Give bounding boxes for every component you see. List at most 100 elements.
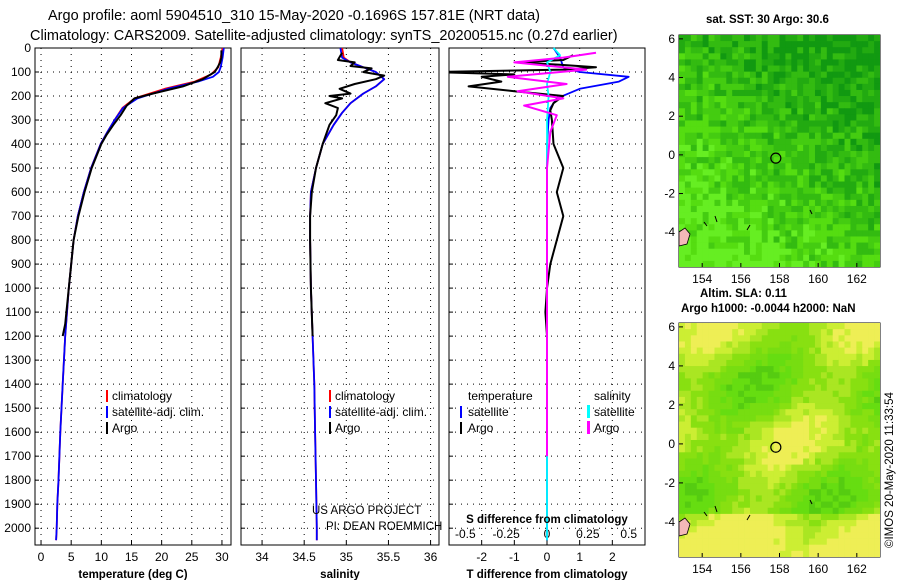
map-cell bbox=[738, 452, 745, 459]
map-cell bbox=[679, 96, 686, 103]
temperature-legend: climatology satellite-adj. clim. Argo bbox=[106, 389, 204, 435]
map-cell bbox=[820, 120, 828, 127]
map-cell bbox=[874, 218, 880, 225]
map-cell bbox=[803, 89, 810, 97]
map-cell bbox=[791, 212, 798, 219]
map-cell bbox=[868, 199, 875, 207]
map-cell bbox=[779, 550, 786, 557]
map-cell bbox=[803, 120, 810, 127]
map-cell bbox=[732, 187, 739, 195]
map-cell bbox=[809, 59, 816, 66]
map-cell bbox=[809, 77, 816, 85]
map-cell bbox=[844, 335, 851, 342]
map-cell bbox=[844, 347, 851, 355]
map-cell bbox=[791, 446, 798, 453]
map-cell bbox=[767, 544, 774, 552]
map-x-tick-label: 158 bbox=[769, 562, 789, 576]
map-cell bbox=[732, 205, 739, 213]
legend-temperature-heading: temperature bbox=[468, 389, 533, 403]
map-cell bbox=[862, 236, 869, 243]
map-cell bbox=[791, 120, 798, 127]
map-cell bbox=[874, 415, 880, 422]
map-cell bbox=[714, 427, 721, 435]
map-cell bbox=[732, 323, 739, 330]
map-cell bbox=[779, 378, 786, 385]
map-cell bbox=[850, 260, 857, 267]
map-cell bbox=[767, 47, 774, 54]
map-cell bbox=[738, 483, 745, 490]
map-cell bbox=[708, 224, 715, 231]
map-cell bbox=[779, 532, 786, 539]
map-cell bbox=[850, 47, 857, 54]
map-cell bbox=[791, 378, 798, 385]
map-cell bbox=[696, 59, 703, 66]
map-cell bbox=[832, 390, 839, 398]
map-cell bbox=[773, 378, 780, 385]
map-cell bbox=[702, 378, 709, 385]
map-cell bbox=[755, 446, 763, 453]
map-cell bbox=[868, 458, 875, 465]
map-cell bbox=[773, 440, 780, 447]
map-cell bbox=[696, 335, 703, 342]
map-cell bbox=[874, 427, 880, 435]
map-cell bbox=[714, 187, 721, 195]
map-cell bbox=[773, 175, 780, 182]
map-cell bbox=[767, 409, 774, 416]
map-cell bbox=[732, 427, 739, 435]
map-cell bbox=[779, 495, 786, 502]
map-cell bbox=[862, 138, 869, 146]
map-cell bbox=[791, 254, 798, 262]
map-cell bbox=[714, 83, 721, 91]
map-cell bbox=[714, 163, 721, 170]
map-cell bbox=[779, 96, 786, 103]
map-cell bbox=[826, 415, 833, 422]
map-cell bbox=[779, 513, 786, 521]
map-cell bbox=[773, 89, 780, 97]
map-cell bbox=[761, 526, 768, 533]
map-cell bbox=[874, 526, 880, 533]
map-cell bbox=[779, 199, 786, 207]
map-cell bbox=[726, 409, 733, 416]
map-cell bbox=[744, 193, 751, 201]
map-cell bbox=[744, 242, 751, 249]
map-cell bbox=[702, 144, 709, 152]
map-cell bbox=[844, 427, 851, 435]
map-cell bbox=[714, 132, 721, 140]
map-cell bbox=[791, 390, 798, 398]
map-cell bbox=[732, 77, 739, 85]
map-cell bbox=[856, 513, 863, 521]
map-cell bbox=[797, 71, 804, 79]
map-cell bbox=[814, 544, 822, 552]
map-cell bbox=[702, 544, 709, 552]
map-cell bbox=[797, 47, 804, 54]
map-cell bbox=[714, 77, 721, 85]
map-cell bbox=[744, 421, 751, 428]
map-cell bbox=[720, 378, 727, 385]
map-cell bbox=[744, 96, 751, 103]
map-cell bbox=[702, 520, 709, 527]
map-cell bbox=[690, 335, 698, 342]
map-cell bbox=[726, 260, 733, 267]
map-cell bbox=[785, 47, 792, 54]
map-cell bbox=[755, 248, 763, 256]
map-cell bbox=[767, 181, 774, 188]
map-cell bbox=[868, 452, 875, 459]
map-cell bbox=[850, 175, 857, 182]
map-cell bbox=[785, 384, 792, 392]
map-cell bbox=[826, 440, 833, 447]
map-cell bbox=[702, 359, 709, 367]
map-cell bbox=[809, 353, 816, 361]
map-cell bbox=[809, 71, 816, 79]
map-cell bbox=[838, 144, 845, 152]
map-cell bbox=[791, 65, 798, 72]
map-cell bbox=[797, 458, 804, 465]
map-cell bbox=[696, 71, 703, 79]
map-cell bbox=[809, 169, 816, 176]
map-cell bbox=[726, 53, 733, 60]
map-cell bbox=[832, 169, 839, 176]
map-cell bbox=[720, 193, 727, 201]
map-cell bbox=[726, 138, 733, 146]
map-cell bbox=[791, 175, 798, 182]
map-cell bbox=[779, 323, 786, 330]
map-cell bbox=[868, 77, 875, 85]
